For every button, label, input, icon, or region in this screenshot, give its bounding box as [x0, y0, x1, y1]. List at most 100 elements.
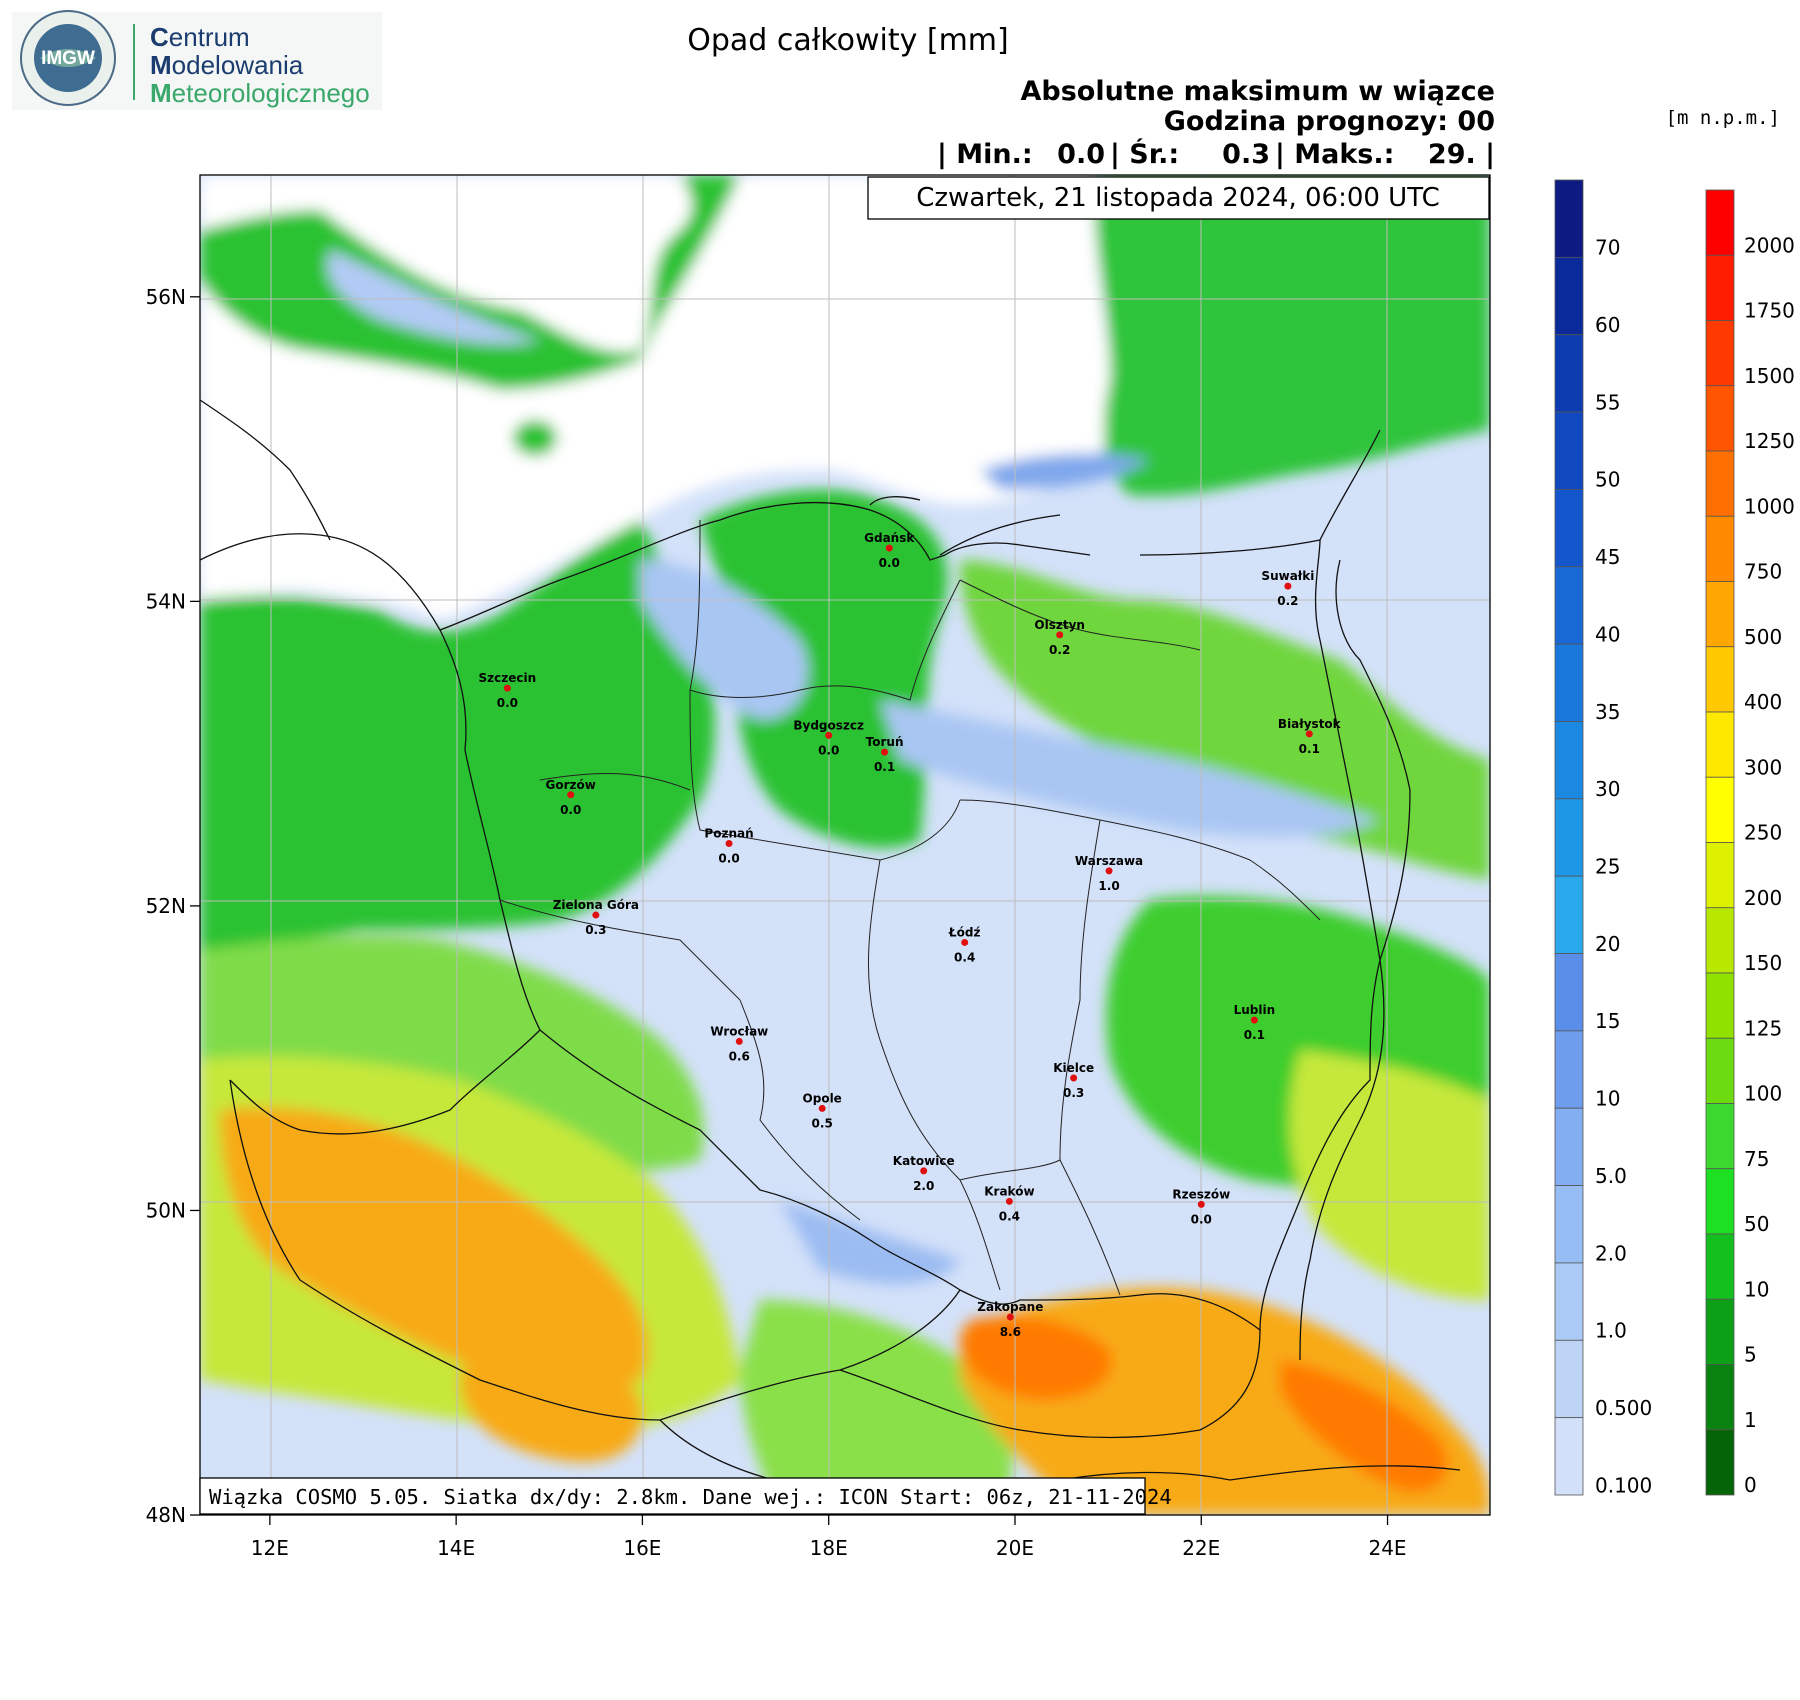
lon-tick-label: 16E — [623, 1536, 661, 1560]
elevation-unit: [m n.p.m.] — [1666, 107, 1780, 129]
precip-colorbar-label: 60 — [1595, 313, 1620, 337]
precip-colorbar-label: 0.500 — [1595, 1396, 1652, 1420]
logo-line-2: Modelowania — [150, 50, 304, 80]
city-dot — [961, 938, 969, 946]
city-marker: Gorzów 0.0 — [546, 778, 596, 817]
city-name: Gdańsk — [864, 531, 915, 545]
city-dot — [825, 731, 833, 739]
city-value: 8.6 — [1000, 1325, 1021, 1339]
lon-tick-label: 18E — [810, 1536, 848, 1560]
elevation-colorbar-swatch — [1705, 646, 1735, 713]
ukraine-border — [1299, 959, 1385, 1361]
eastern-carpathians-high — [1280, 1360, 1448, 1492]
city-name: Zielona Góra — [553, 898, 639, 912]
hel-peninsula — [869, 496, 921, 506]
city-value: 1.0 — [1098, 879, 1119, 893]
lon-tick-label: 22E — [1182, 1536, 1220, 1560]
city-value: 0.2 — [1277, 594, 1298, 608]
city-value: 0.6 — [729, 1049, 750, 1063]
precip-colorbar-swatch — [1554, 1030, 1584, 1109]
logo-emblem-text: IMGW — [41, 48, 95, 69]
city-dot — [1197, 1200, 1205, 1208]
city-marker: Zakopane 8.6 — [977, 1300, 1043, 1339]
date-box-frame — [867, 176, 1490, 220]
stat-max-label: | Maks.: — [1275, 139, 1394, 170]
city-name: Kielce — [1053, 1061, 1094, 1075]
elevation-colorbar-label: 1 — [1744, 1408, 1757, 1432]
elevation-colorbar-swatch — [1705, 254, 1735, 321]
chart-subtitle-beam: Absolutne maksimum w wiązce — [1021, 76, 1495, 107]
elevation-colorbar-label: 200 — [1744, 886, 1782, 910]
lat-tick-label: 50N — [146, 1198, 186, 1222]
city-name: Kraków — [984, 1184, 1034, 1198]
city-value: 0.0 — [560, 803, 581, 817]
sweden-coast-land — [200, 175, 740, 390]
city-marker: Katowice 2.0 — [893, 1154, 955, 1193]
chart-subtitle-hour: Godzina prognozy: 00 — [1164, 106, 1495, 137]
city-marker: Kielce 0.3 — [1053, 1061, 1094, 1100]
city-dot — [920, 1167, 928, 1175]
precip-colorbar-swatch — [1554, 1262, 1584, 1341]
elevation-colorbar-swatch — [1705, 1168, 1735, 1235]
logo-line-1: Centrum — [150, 22, 250, 52]
city-dot — [881, 748, 889, 756]
elevation-colorbar-label: 2000 — [1744, 233, 1795, 257]
elevation-colorbar: 2000175015001250100075050040030025020015… — [1705, 189, 1795, 1497]
elevation-colorbar-swatch — [1705, 907, 1735, 974]
romania-border — [1229, 1465, 1461, 1481]
precip-field-regions — [200, 175, 1490, 1515]
elevation-colorbar-label: 5 — [1744, 1343, 1757, 1367]
precip-band-sweden — [327, 250, 540, 344]
precip-colorbar-swatch — [1554, 334, 1584, 413]
lat-tick-label: 56N — [146, 285, 186, 309]
precip-colorbar-label: 10 — [1595, 1087, 1620, 1111]
city-value: 0.1 — [1299, 742, 1320, 756]
city-name: Gorzów — [546, 778, 596, 792]
logo-emblem-wave-icon — [40, 49, 96, 67]
baltic-states-land — [1094, 175, 1490, 496]
precip-colorbar-label: 45 — [1595, 545, 1620, 569]
city-value: 0.1 — [1244, 1028, 1265, 1042]
city-dot — [735, 1037, 743, 1045]
vistula-spit — [939, 514, 1061, 556]
elevation-colorbar-swatch — [1705, 776, 1735, 843]
elevation-colorbar-swatch — [1705, 1233, 1735, 1300]
imgw-logo: IMGW Centrum Modelowania Meteorologiczne… — [12, 10, 382, 110]
city-marker: Poznań 0.0 — [704, 826, 753, 865]
precip-colorbar-label: 2.0 — [1595, 1241, 1627, 1265]
precip-colorbar-swatch — [1554, 1185, 1584, 1264]
city-marker: Zielona Góra 0.3 — [553, 898, 639, 937]
lon-tick-label: 12E — [251, 1536, 289, 1560]
map-axes: 56N 54N 52N 50N 48N 12E 14E 16E 18E 20E 22E 24E — [146, 285, 1407, 1560]
lon-tick-label: 24E — [1368, 1536, 1406, 1560]
city-name: Szczecin — [479, 671, 537, 685]
elevation-colorbar-label: 400 — [1744, 690, 1782, 714]
slovakia-green-region — [740, 1300, 1013, 1515]
city-name: Białystok — [1278, 717, 1342, 731]
elevation-colorbar-swatch — [1705, 1103, 1735, 1170]
precip-band-sea — [980, 453, 1150, 490]
city-name: Suwałki — [1261, 569, 1314, 583]
elevation-colorbar-label: 300 — [1744, 755, 1782, 779]
elevation-colorbar-swatch — [1705, 1429, 1735, 1496]
city-name: Lublin — [1234, 1003, 1276, 1017]
elevation-colorbar-swatch — [1705, 189, 1735, 256]
elevation-colorbar-label: 1000 — [1744, 494, 1795, 518]
city-dot — [567, 791, 575, 799]
elevation-colorbar-label: 125 — [1744, 1016, 1782, 1040]
city-dot — [818, 1104, 826, 1112]
city-dot — [885, 544, 893, 552]
danish-islands — [200, 399, 331, 541]
forecast-date: Czwartek, 21 listopada 2024, 06:00 UTC — [916, 183, 1439, 213]
precip-colorbar-swatch — [1554, 256, 1584, 336]
elevation-colorbar-label: 1500 — [1744, 364, 1795, 388]
precip-colorbar-label: 70 — [1595, 236, 1620, 260]
precip-colorbar: 70 60 55 50 45 40 35 30 25 20 15 10 5.0 2.0 1.0 0.500 0.… — [1554, 179, 1652, 1497]
city-value: 0.2 — [1049, 643, 1070, 657]
czech-south-border — [229, 1079, 961, 1421]
poland-border — [439, 539, 1381, 1332]
city-dot — [1284, 582, 1292, 590]
elevation-colorbar-label: 150 — [1744, 951, 1782, 975]
elevation-colorbar-swatch — [1705, 842, 1735, 909]
